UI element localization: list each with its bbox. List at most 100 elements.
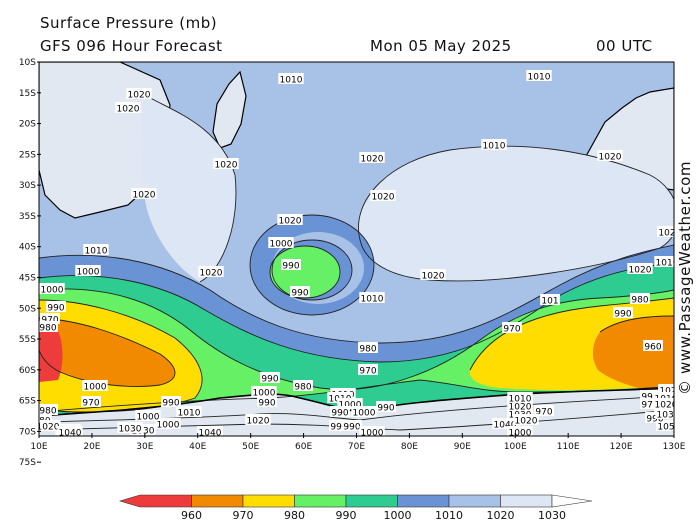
isobar-label: 1020 (597, 150, 623, 163)
longitude-tick-label: 120E (610, 442, 633, 452)
svg-text:1000: 1000 (353, 409, 376, 419)
svg-text:1040: 1040 (59, 429, 82, 439)
colorbar-swatch (500, 494, 553, 508)
isobar-line (271, 239, 353, 301)
isobar-label: 1020 (115, 102, 141, 115)
band-970 (39, 318, 175, 387)
colorbar-label: 1010 (435, 509, 463, 522)
forecast-date: Mon 05 May 2025 (370, 37, 512, 55)
colorbar-label: 990 (336, 509, 357, 522)
svg-text:990: 990 (330, 423, 347, 433)
longitude-tick-label: 70E (348, 442, 365, 452)
isobar-label: 1000 (155, 418, 181, 431)
isobar-label: 1020 (198, 266, 224, 279)
colorbar-label: 1000 (384, 509, 412, 522)
svg-text:1020: 1020 (37, 423, 60, 433)
forecast-time: 00 UTC (596, 37, 653, 55)
isobar-label: 1000 (39, 283, 65, 296)
svg-text:1000: 1000 (361, 429, 384, 439)
isobar-label: 1020 (213, 158, 239, 171)
svg-text:1010: 1010 (280, 76, 303, 86)
isobar-label: 970 (81, 396, 101, 409)
colorbar-swatch (448, 494, 501, 508)
svg-text:1000: 1000 (253, 389, 276, 399)
svg-text:1020: 1020 (372, 193, 395, 203)
svg-text:980: 980 (359, 345, 376, 355)
svg-text:1010: 1010 (656, 259, 679, 269)
svg-text:1020: 1020 (422, 272, 445, 282)
svg-text:1000: 1000 (270, 240, 293, 250)
isobar-label: 1000 (251, 386, 277, 399)
map-title: Surface Pressure (mb) (40, 14, 218, 32)
svg-text:990: 990 (646, 415, 663, 425)
isobar-label: 980 (39, 321, 58, 334)
isobar-label: 980 (630, 293, 650, 306)
svg-text:970: 970 (503, 325, 520, 335)
svg-text:1030: 1030 (657, 411, 680, 421)
svg-text:990: 990 (331, 409, 348, 419)
band-970-east (592, 316, 674, 395)
isobar-label: 1040 (57, 426, 83, 439)
longitude-ticks: 10E 20E 30E 40E 50E 60E 70E 80E 90E 100E 110E 120E 1… (30, 433, 686, 452)
svg-text:1010: 1010 (483, 142, 506, 152)
svg-text:990: 990 (162, 399, 179, 409)
isobar-line (358, 145, 674, 282)
band-960 (39, 328, 63, 382)
isobar-label: 1020 (420, 269, 446, 282)
band-1030-high-africa (141, 95, 236, 282)
isobar-label: 970 (40, 313, 60, 326)
svg-text:990: 990 (641, 393, 658, 403)
latitude-tick-label: 70S (19, 427, 36, 437)
isobar-label: 105 (656, 420, 674, 433)
svg-text:102: 102 (659, 387, 676, 397)
svg-text:970: 970 (535, 408, 552, 418)
svg-text:990: 990 (377, 404, 394, 414)
isobar-label: 1020 (513, 414, 539, 427)
svg-text:1000: 1000 (84, 383, 107, 393)
longitude-tick-label: 60E (295, 442, 312, 452)
isobar-label: 970 (640, 398, 660, 411)
svg-text:1040: 1040 (494, 421, 517, 431)
svg-text:1000: 1000 (157, 421, 180, 431)
latitude-tick-label: 45S (19, 273, 36, 283)
svg-text:1000: 1000 (41, 286, 64, 296)
colorbar-label: 1030 (538, 509, 566, 522)
longitude-tick-label: 20E (83, 442, 100, 452)
svg-text:970: 970 (82, 399, 99, 409)
isobar-label: 1040 (197, 426, 223, 436)
land-africa (39, 62, 171, 219)
longitude-tick-label: 10E (30, 442, 47, 452)
svg-text:1030: 1030 (119, 425, 142, 435)
latitude-tick-label: 75S (19, 458, 36, 468)
longitude-tick-label: 50E (242, 442, 259, 452)
isobar-line (469, 297, 674, 371)
svg-text:1010: 1010 (361, 295, 384, 305)
svg-text:990: 990 (282, 262, 299, 272)
isobar-label: 1010 (176, 406, 202, 419)
band-1030-high-south (358, 146, 674, 281)
isobar-label: 1000 (337, 398, 363, 411)
isobar-label: 1040 (492, 418, 518, 431)
isobar-line (39, 263, 674, 363)
isobar-label: 1000 (75, 265, 101, 278)
svg-text:1010: 1010 (85, 247, 108, 257)
isobar-label: 990 (645, 412, 665, 425)
svg-text:980: 980 (39, 407, 56, 417)
isobar-label: 990 (329, 420, 349, 433)
isobar-label: 1000 (135, 410, 161, 423)
isobar-line (39, 299, 203, 413)
isobar-label: 990 (342, 420, 362, 433)
isobar-label: 1020 (507, 400, 533, 413)
svg-text:1010: 1010 (178, 409, 201, 419)
svg-text:970: 970 (641, 401, 658, 411)
svg-text:990: 990 (614, 310, 631, 320)
isobar-label: 1000 (507, 426, 533, 436)
isobar-label: 102 (657, 226, 674, 239)
map-field (39, 62, 674, 436)
forecast-subtitle: GFS 096 Hour Forecast (40, 37, 223, 55)
isobar-label: 1020 (277, 214, 303, 227)
svg-text:1020: 1020 (133, 191, 156, 201)
isobar-label: 990 (290, 286, 310, 299)
longitude-tick-label: 130E (663, 442, 686, 452)
latitude-tick-label: 15S (19, 89, 36, 99)
